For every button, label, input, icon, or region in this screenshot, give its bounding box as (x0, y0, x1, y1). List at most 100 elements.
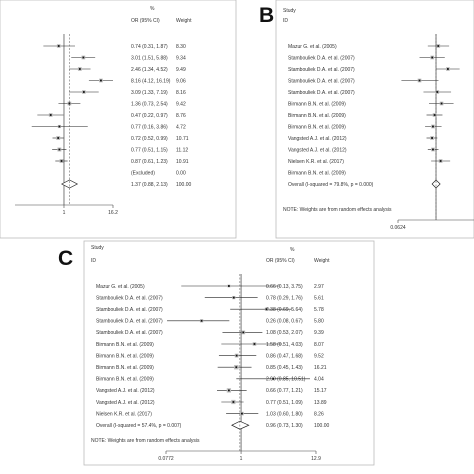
study-label: Stambouliek D.A. et al. (2007) (288, 55, 355, 61)
estimate-label: 1.36 (0.73, 2.54) (131, 101, 168, 107)
point-estimate-dot (58, 125, 61, 128)
study-label: Mazur G. et al. (2005) (96, 284, 145, 290)
weight-label: 15.17 (314, 388, 327, 394)
point-estimate-dot (68, 102, 71, 105)
point-estimate-dot (235, 354, 238, 357)
panel-c-rows: Mazur G. et al. (2005) 0.66 (0.13, 3.75) 2… (96, 274, 330, 451)
estimate-label: 0.26 (0.08, 0.67) (266, 319, 303, 325)
panel-c-study-header: Study (91, 245, 104, 251)
weight-label: 16.21 (314, 365, 327, 371)
estimate-label: 0.78 (0.29, 1.76) (266, 295, 303, 301)
estimate-label: 0.72 (0.52, 0.99) (131, 136, 168, 142)
study-label: Overall (I-squared = 79.8%, p = 0.000) (288, 182, 374, 188)
point-estimate-dot (418, 79, 421, 82)
point-estimate-dot (232, 296, 235, 299)
study-label: Nielsen K.R. et al. (2017) (96, 411, 152, 417)
point-estimate-dot (432, 125, 434, 128)
point-estimate-dot (78, 68, 81, 70)
study-label: Birmann B.N. et al. (2009) (288, 113, 346, 119)
axis-tick-label: 0.0624 (390, 225, 406, 231)
panel-a-weight-header: Weight (176, 18, 192, 24)
estimate-label: 0.47 (0.22, 0.97) (131, 113, 168, 119)
panel-b-letter: B (259, 4, 274, 27)
estimate-label: 1.58 (0.51, 4.03) (266, 342, 303, 348)
study-label: Birmann B.N. et al. (2009) (288, 170, 346, 176)
point-estimate-dot (440, 102, 443, 105)
study-label: Birmann B.N. et al. (2009) (288, 101, 346, 107)
estimate-label: 0.66 (0.13, 3.75) (266, 284, 303, 290)
study-label: Stambouliek D.A. et al. (2007) (96, 330, 163, 336)
study-label: Vangsted A.J. et al. (2012) (288, 136, 347, 142)
estimate-label: 3.01 (1.51, 5.88) (131, 55, 168, 61)
point-estimate-dot (446, 68, 449, 70)
weight-label: 9.39 (314, 330, 324, 336)
panel-c-pct-header: % (290, 247, 295, 253)
study-label: Vangsted A.J. et al. (2012) (288, 147, 347, 153)
weight-label: 9.49 (176, 67, 186, 73)
panel-a-est-header: OR (95% CI) (131, 18, 160, 24)
study-label: Birmann B.N. et al. (2009) (96, 353, 154, 359)
panel-c-est-header: OR (95% CI) (266, 258, 295, 264)
weight-label: 11.12 (176, 147, 188, 153)
overall-diamond (431, 179, 441, 189)
study-label: Stambouliek D.A. et al. (2007) (96, 307, 163, 313)
point-estimate-dot (200, 319, 203, 322)
study-label: Birmann B.N. et al. (2009) (96, 342, 154, 348)
axis-tick-label: 1 (240, 456, 243, 462)
weight-label: 9.52 (314, 353, 324, 359)
point-estimate-dot (439, 160, 442, 162)
point-estimate-dot (82, 56, 85, 59)
estimate-label: 1.37 (0.88, 2.13) (131, 182, 168, 188)
point-estimate-dot (57, 45, 60, 47)
point-estimate-dot (232, 401, 235, 403)
weight-label: 5.78 (314, 307, 324, 313)
point-estimate-dot (57, 137, 60, 139)
point-estimate-dot (60, 160, 63, 162)
panel-a-frame (0, 0, 237, 239)
study-label: Nielsen K.R. et al. (2017) (288, 159, 344, 165)
axis-tick-label: 0.0772 (158, 456, 174, 462)
point-estimate-dot (272, 377, 275, 380)
estimate-label: 2.46 (1.34, 4.52) (131, 67, 168, 73)
weight-label: 0.00 (176, 170, 186, 176)
point-estimate-dot (431, 56, 434, 59)
point-estimate-dot (82, 91, 85, 93)
estimate-label: 8.16 (4.12, 16.19) (131, 78, 171, 84)
study-label: Birmann B.N. et al. (2009) (96, 365, 154, 371)
estimate-label: 0.74 (0.31, 1.87) (131, 44, 168, 50)
study-label: Stambouliek D.A. et al. (2007) (288, 78, 355, 84)
axis-tick-label: 16.2 (108, 210, 118, 216)
weight-label: 8.30 (176, 44, 186, 50)
weight-label: 9.42 (176, 101, 186, 107)
estimate-label: 0.77 (0.51, 1.09) (266, 400, 303, 406)
panel-b-note: NOTE: Weights are from random effects an… (283, 207, 392, 213)
study-label: Vangsted A.J. et al. (2012) (96, 400, 155, 406)
panel-c-ticks: 0.0772 1 12.9 (158, 451, 321, 462)
estimate-label: 1.08 (0.53, 2.07) (266, 330, 303, 336)
estimate-label: 0.77 (0.51, 1.15) (131, 147, 168, 153)
estimate-label: 3.09 (1.33, 7.19) (131, 90, 168, 96)
point-estimate-dot (437, 45, 440, 47)
panel-a-ticks: 1 16.2 (63, 205, 118, 216)
weight-label: 4.04 (314, 377, 324, 383)
weight-label: 5.80 (314, 319, 324, 325)
panel-c-weight-header: Weight (314, 258, 330, 264)
axis-tick-label: 12.9 (311, 456, 321, 462)
point-estimate-dot (265, 308, 268, 311)
panel-c: C Study ID % OR (95% CI) Weight Mazur G.… (58, 240, 375, 466)
point-estimate-dot (433, 114, 436, 116)
study-label: Birmann B.N. et al. (2009) (96, 377, 154, 383)
estimate-label: 0.87 (0.61, 1.23) (131, 159, 168, 165)
point-estimate-dot (242, 331, 245, 334)
weight-label: 10.91 (176, 159, 189, 165)
point-estimate-dot (241, 412, 243, 415)
study-label: Birmann B.N. et al. (2009) (288, 124, 346, 130)
panel-c-frame (83, 240, 375, 466)
point-estimate-dot (58, 148, 61, 151)
panel-b-ticks: 0.0624 (390, 220, 406, 231)
weight-label: 8.16 (176, 90, 186, 96)
study-label: Stambouliek D.A. et al. (2007) (288, 90, 355, 96)
panel-b: B Study ID Mazur G. et al. (2005) Stambou… (259, 0, 474, 239)
study-label: Stambouliek D.A. et al. (2007) (96, 295, 163, 301)
point-estimate-dot (431, 137, 433, 139)
